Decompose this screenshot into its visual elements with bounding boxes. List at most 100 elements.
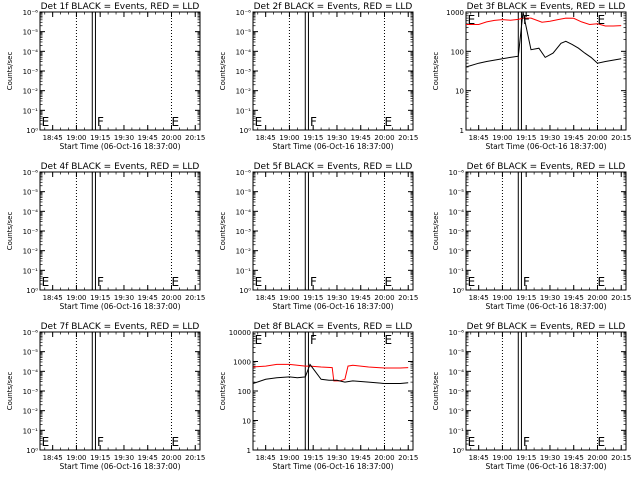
y-tick-label: 10⁻³ [449,228,465,236]
x-tick-label: 20:00 [374,454,394,462]
x-tick-label: 20:15 [398,294,418,302]
y-tick-label: 100 [238,388,251,396]
marker-label-e: E [255,275,263,289]
marker-label-e: E [597,275,605,289]
x-tick-label: 19:00 [66,294,86,302]
plot-frame [252,11,414,131]
y-tick-label: 10⁻⁵ [23,29,39,37]
x-tick-label: 18:45 [43,454,63,462]
x-tick-label: 18:45 [469,134,489,142]
y-tick-label: 10⁻⁶ [449,329,465,337]
y-tick-label: 10⁻² [449,248,465,256]
plot-frame [252,171,414,291]
x-tick-label: 19:30 [114,294,134,302]
x-tick-label: 20:15 [611,294,631,302]
y-tick-label: 10 [455,88,464,96]
marker-label-f: F [310,275,317,289]
marker-label-e: E [171,435,179,449]
x-tick-label: 19:45 [138,454,158,462]
y-axis-label: Counts/sec [432,372,440,411]
panel-det-1: Det 1f BLACK = Events, RED = LLD Counts/s… [6,2,205,151]
y-tick-label: 10000 [229,329,251,337]
x-tick-label: 19:15 [516,134,536,142]
y-tick-label: 10⁻³ [23,228,39,236]
y-tick-label: 10⁻³ [23,388,39,396]
x-tick-label: 19:15 [303,294,323,302]
marker-label-e: E [42,275,50,289]
x-tick-label: 19:45 [351,454,371,462]
panel-det-9: Det 9f BLACK = Events, RED = LLD Counts/s… [432,322,631,471]
plot-frame [465,171,627,291]
y-tick-label: 10⁰ [239,127,251,135]
x-tick-label: 19:30 [327,134,347,142]
y-tick-label: 10⁻⁶ [23,9,39,17]
marker-label-e: E [255,333,263,347]
y-axis-label: Counts/sec [219,372,227,411]
y-tick-label: 10⁻⁶ [23,169,39,177]
x-axis-label: Start Time (06-Oct-16 18:37:00) [485,462,606,471]
y-tick-label: 10⁻³ [236,68,252,76]
marker-label-f: F [310,115,317,129]
y-tick-label: 10⁻⁴ [449,208,465,216]
x-tick-label: 19:00 [492,134,512,142]
x-tick-label: 19:45 [351,134,371,142]
y-tick-label: 100 [451,48,464,56]
y-tick-label: 10⁻⁴ [23,368,39,376]
x-axis-label: Start Time (06-Oct-16 18:37:00) [485,142,606,151]
y-tick-label: 1000 [446,9,464,17]
panel-det-3: Det 3f BLACK = Events, RED = LLD Counts/s… [432,2,631,151]
x-tick-label: 19:00 [279,454,299,462]
x-tick-label: 20:00 [587,454,607,462]
x-tick-label: 19:30 [114,454,134,462]
marker-label-e: E [42,435,50,449]
y-tick-label: 10⁻⁶ [449,169,465,177]
plot-frame [39,331,201,451]
panel-title: Det 3f BLACK = Events, RED = LLD [467,2,626,12]
y-axis-label: Counts/sec [219,52,227,91]
x-tick-label: 19:00 [66,134,86,142]
x-tick-label: 19:15 [303,454,323,462]
panel-det-4: Det 4f BLACK = Events, RED = LLD Counts/s… [6,162,205,311]
x-tick-label: 18:45 [43,134,63,142]
panel-det-6: Det 6f BLACK = Events, RED = LLD Counts/s… [432,162,631,311]
y-tick-label: 10⁻² [23,248,39,256]
x-tick-label: 18:45 [469,454,489,462]
y-axis-label: Counts/sec [432,212,440,251]
x-tick-label: 20:00 [161,454,181,462]
x-tick-label: 19:30 [540,294,560,302]
marker-label-e: E [468,275,476,289]
y-tick-label: 10⁻⁶ [236,9,252,17]
marker-label-e: E [171,115,179,129]
x-axis-label: Start Time (06-Oct-16 18:37:00) [59,302,180,311]
marker-label-f: F [310,333,317,347]
x-tick-label: 19:15 [90,294,110,302]
y-tick-label: 10⁻⁴ [236,208,252,216]
y-tick-label: 10⁻⁵ [236,189,252,197]
y-tick-label: 10⁻⁶ [23,329,39,337]
panel-title: Det 4f BLACK = Events, RED = LLD [41,162,200,172]
x-axis-label: Start Time (06-Oct-16 18:37:00) [59,142,180,151]
y-tick-label: 10⁰ [452,447,464,455]
panel-title: Det 8f BLACK = Events, RED = LLD [254,322,413,332]
x-tick-label: 20:00 [587,294,607,302]
x-axis-label: Start Time (06-Oct-16 18:37:00) [272,462,393,471]
y-tick-label: 10⁰ [26,447,38,455]
y-tick-label: 10⁻² [449,408,465,416]
x-tick-label: 19:00 [492,294,512,302]
marker-label-e: E [384,333,392,347]
y-tick-label: 10⁻⁵ [449,189,465,197]
panel-title: Det 9f BLACK = Events, RED = LLD [467,322,626,332]
y-axis-label: Counts/sec [432,52,440,91]
x-tick-label: 20:00 [374,134,394,142]
y-tick-label: 10⁻⁴ [23,48,39,56]
plot-frame [465,11,627,131]
x-tick-label: 19:45 [351,294,371,302]
x-tick-label: 19:45 [564,134,584,142]
y-tick-label: 10⁻² [236,88,252,96]
x-tick-label: 20:15 [611,134,631,142]
panel-title: Det 5f BLACK = Events, RED = LLD [254,162,413,172]
y-tick-label: 10⁻¹ [449,427,465,435]
marker-label-f: F [523,435,530,449]
marker-label-e: E [597,13,605,27]
